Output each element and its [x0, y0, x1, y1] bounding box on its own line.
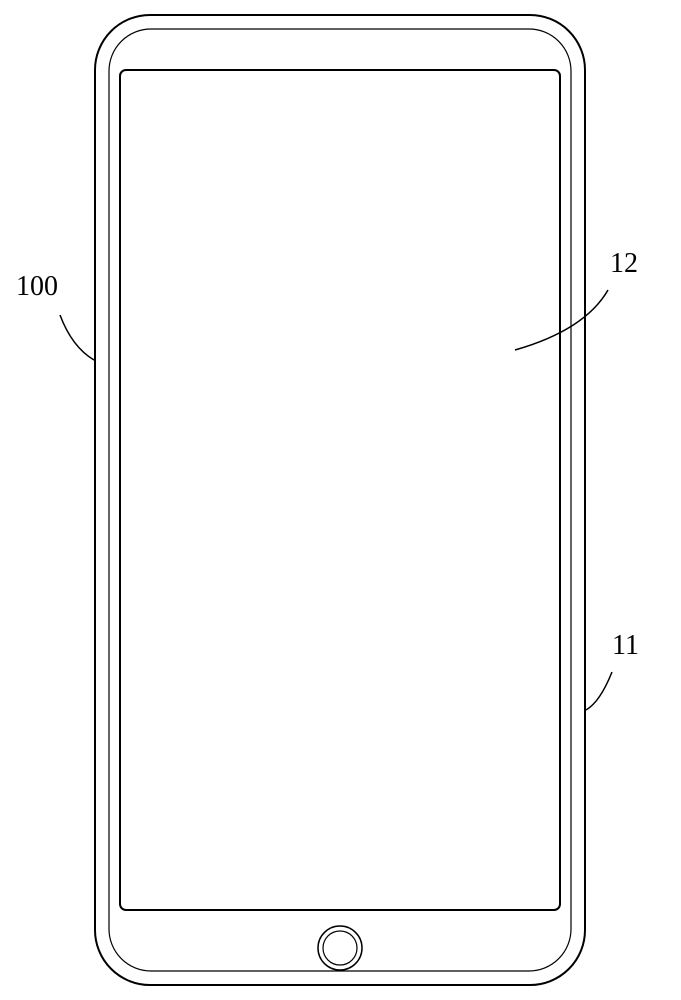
home-button-outer [318, 926, 362, 970]
device-screen [120, 70, 560, 910]
diagram-canvas: 100 12 11 [0, 0, 681, 1000]
device-drawing [0, 0, 681, 1000]
label-11: 11 [612, 630, 639, 662]
label-100: 100 [16, 271, 58, 303]
home-button-inner [323, 931, 357, 965]
leader-12 [515, 290, 608, 350]
leader-11 [586, 672, 612, 710]
device-outer-body [95, 15, 585, 985]
label-12: 12 [610, 248, 638, 280]
leader-100 [60, 315, 94, 360]
device-inner-bezel [109, 29, 571, 971]
